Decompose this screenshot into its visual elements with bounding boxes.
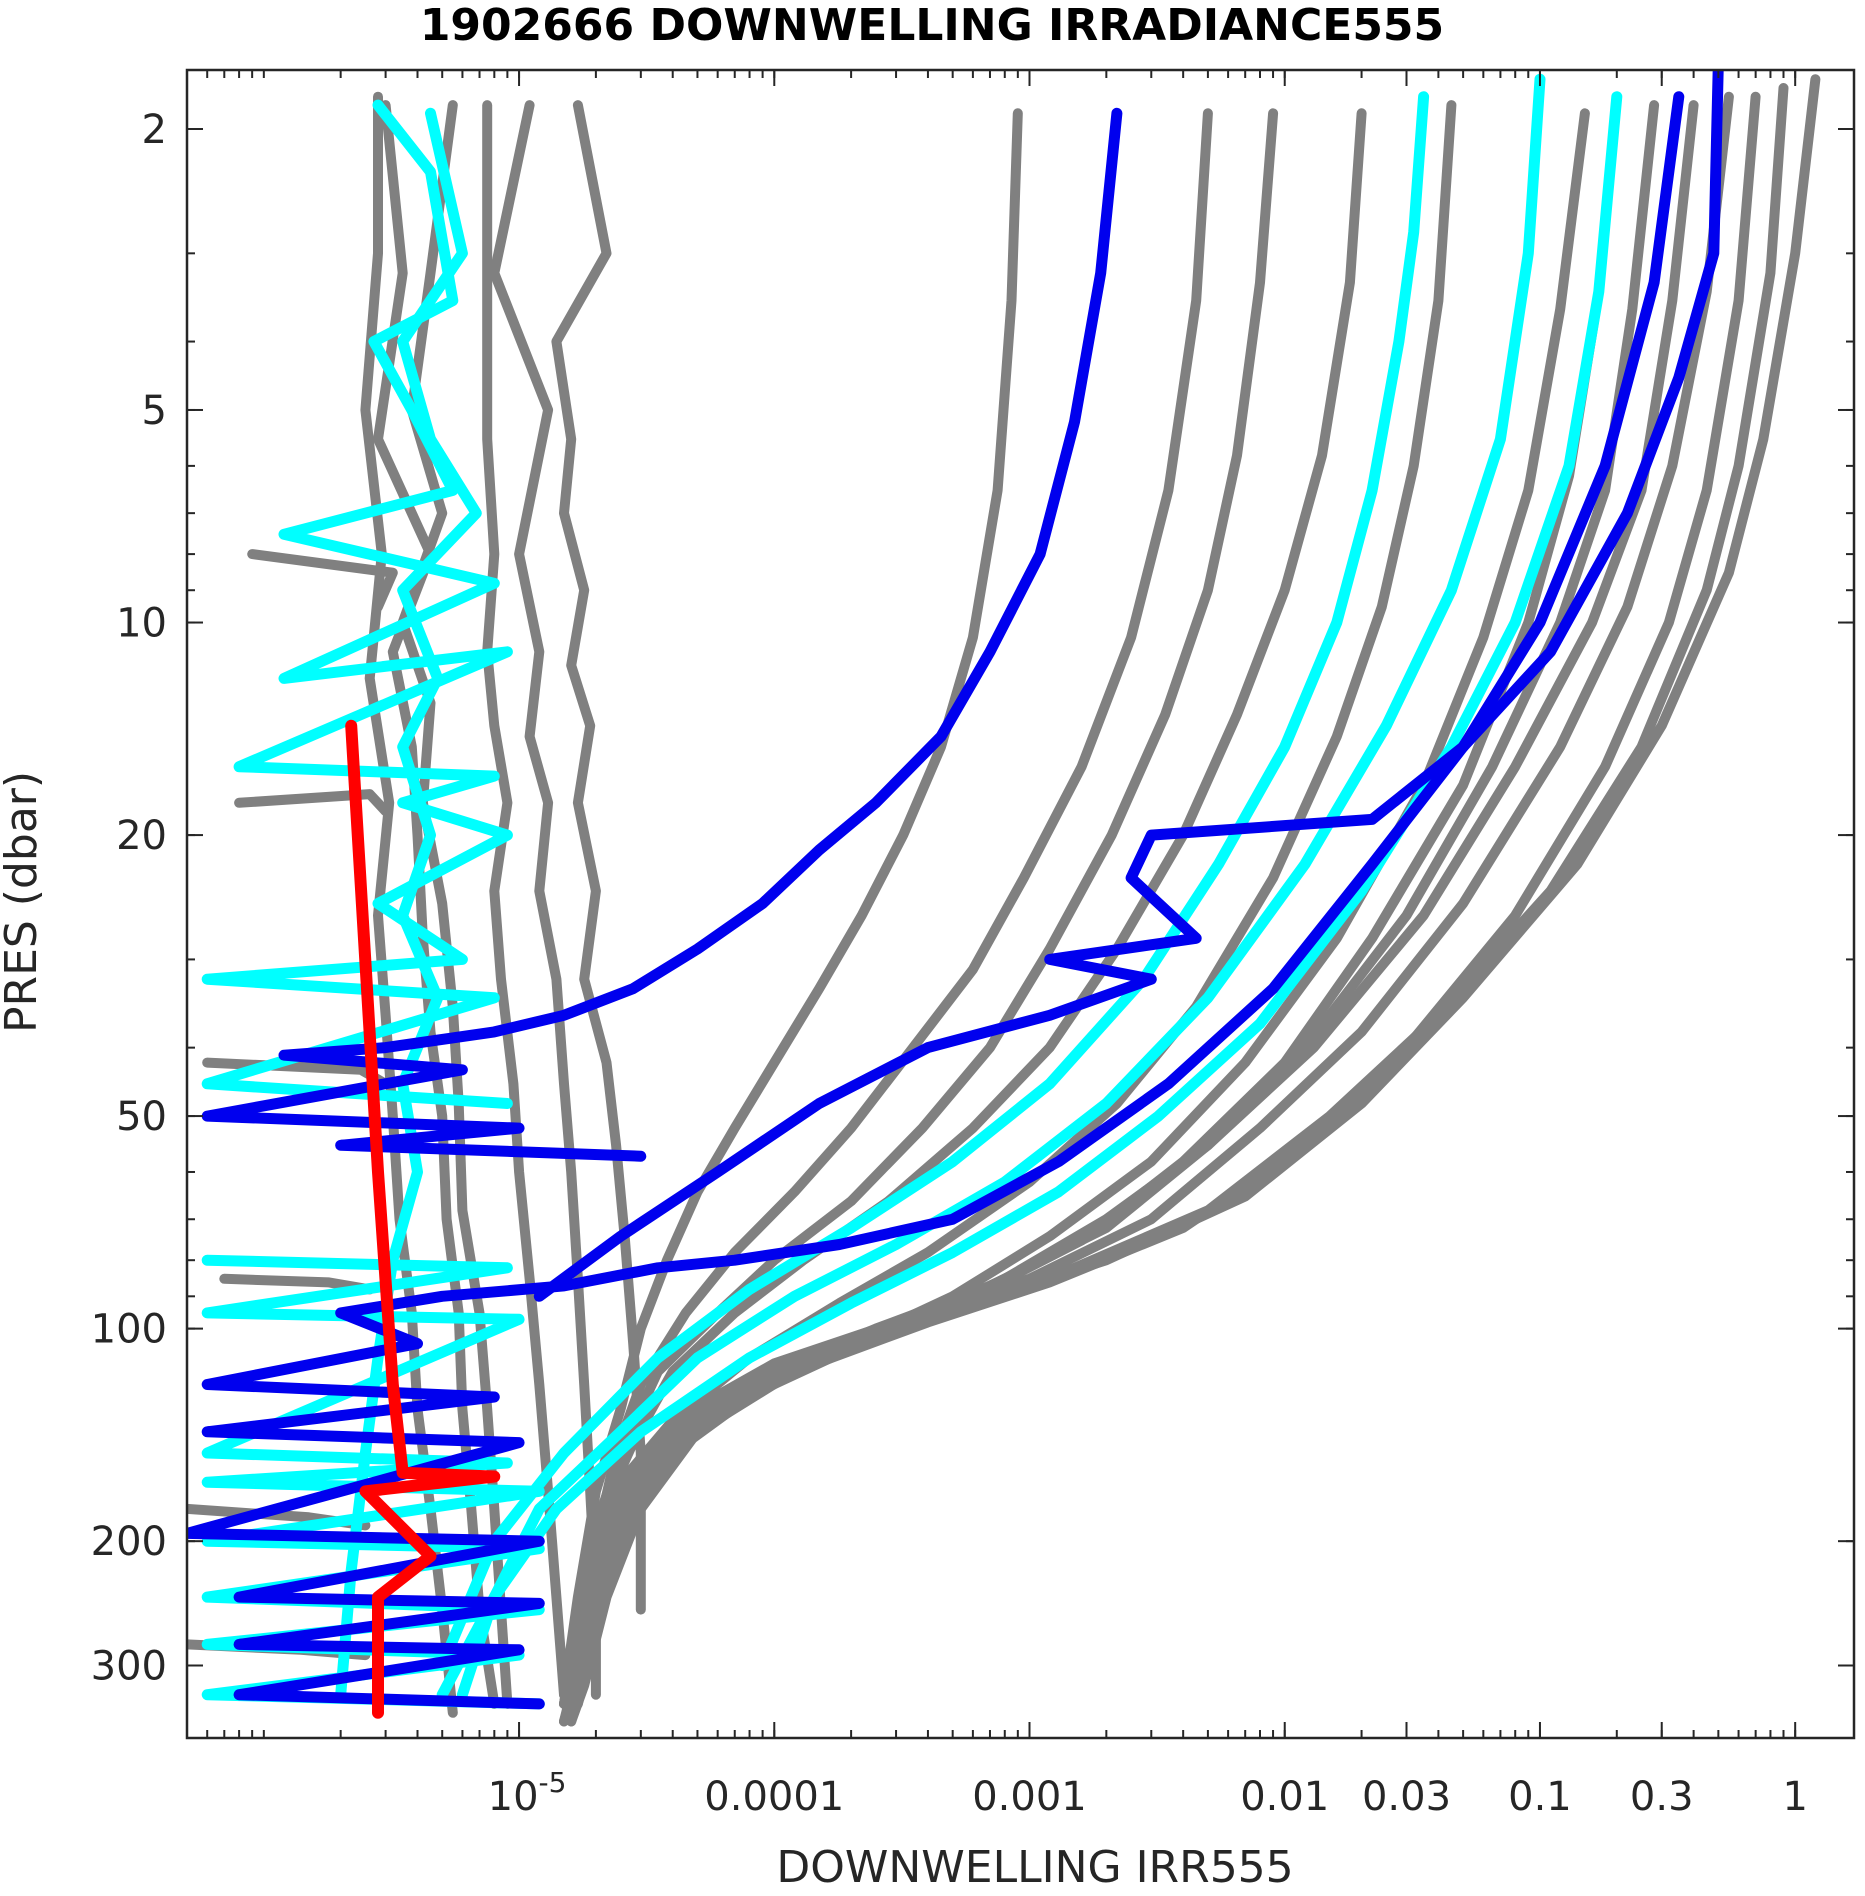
chart-title: 1902666 DOWNWELLING IRRADIANCE555 [420, 0, 1444, 51]
x-tick-label: 10-5 [488, 1766, 567, 1820]
profile-cyan-28 [201, 99, 513, 1109]
profile-gray-6 [572, 91, 1622, 1700]
profile-blue-33 [187, 91, 1685, 1710]
y-tick-label: 2 [142, 107, 167, 153]
axes: 2 5 10 20 50 100 200 300 10-5 0.0001 0.001 0.01 0.03… [91, 68, 1856, 1820]
profile-gray-18 [551, 100, 646, 1615]
x-tick-label: 0.0001 [704, 1774, 844, 1820]
y-tick-label: 200 [91, 1519, 167, 1565]
profile-blue-31 [201, 107, 1123, 1162]
y-tick-label: 10 [116, 601, 167, 647]
profile-gray-17 [489, 100, 601, 1700]
y-tick-label: 20 [116, 813, 167, 859]
profile-gray-20 [234, 789, 391, 817]
y-tick-label: 100 [91, 1307, 167, 1353]
profile-blue-32 [533, 70, 1724, 1302]
profile-gray-5 [566, 100, 1660, 1727]
profile-cyan-29 [335, 107, 482, 1701]
y-axis-label: PRES (dbar) [0, 771, 47, 1033]
profile-red-34 [345, 719, 501, 1719]
profile-cyan-26 [436, 91, 1623, 1701]
profile-gray-8 [572, 100, 1457, 1681]
y-tick-label: 50 [116, 1094, 167, 1140]
profile-gray-9 [559, 108, 1367, 1709]
profile-gray-11 [559, 108, 1213, 1709]
profile-gray-3 [559, 91, 1734, 1727]
plot-frame [185, 68, 1856, 1740]
series-group [187, 70, 1821, 1727]
profile-gray-12 [559, 108, 1023, 1700]
profile-gray-19 [247, 549, 398, 612]
profile-cyan-25 [456, 73, 1546, 1701]
profile-cyan-27 [436, 91, 1430, 1671]
x-tick-label: 0.3 [1630, 1774, 1694, 1820]
plot-area [187, 70, 1821, 1727]
profile-gray-7 [572, 108, 1590, 1709]
x-tick-label: 0.03 [1362, 1774, 1451, 1820]
x-tick-label: 1 [1782, 1774, 1807, 1820]
x-axis-label: DOWNWELLING IRR555 [776, 1842, 1293, 1893]
x-tick-label: 0.001 [972, 1774, 1087, 1820]
x-tick-label: 0.01 [1240, 1774, 1329, 1820]
y-tick-label: 300 [91, 1644, 167, 1690]
y-tick-label: 5 [142, 388, 167, 434]
x-tick-label: 0.1 [1508, 1774, 1572, 1820]
profile-gray-16 [482, 100, 569, 1700]
